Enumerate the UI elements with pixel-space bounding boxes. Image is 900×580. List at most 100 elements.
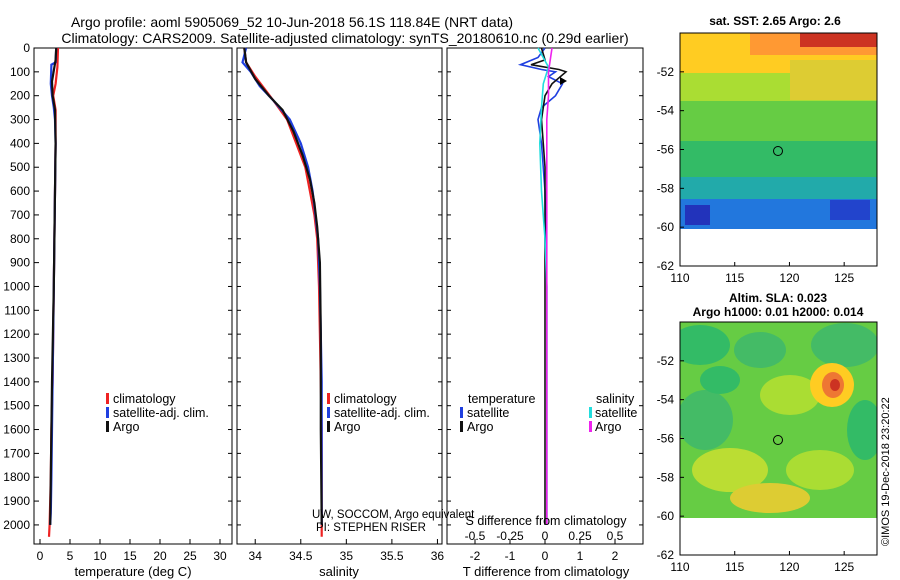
depth-tick-label: 1100 bbox=[4, 303, 30, 317]
map-y-tick-label: -52 bbox=[657, 65, 675, 79]
map-x-tick-label: 125 bbox=[834, 560, 854, 574]
x-tick-label: 10 bbox=[93, 549, 107, 563]
depth-tick-label: 0 bbox=[23, 41, 30, 55]
difference-plot: -2 -1 0 1 2 -0.5 -0.25 0 0.25 0.5 bbox=[447, 47, 643, 563]
figure-title-line1: Argo profile: aoml 5905069_52 10-Jun-201… bbox=[71, 14, 513, 30]
legend-label-t-satellite: satellite bbox=[467, 406, 509, 420]
map-y-tick-label: -60 bbox=[657, 220, 675, 234]
depth-tick-label: 1400 bbox=[3, 375, 30, 389]
map-y-tick-label: -58 bbox=[657, 181, 675, 195]
credit-line-1: UW, SOCCOM, Argo equivalent bbox=[312, 509, 475, 521]
series-line-argo bbox=[243, 47, 323, 525]
series-line-temperature-argo bbox=[530, 47, 568, 525]
map-x-tick-label: 125 bbox=[834, 271, 854, 285]
salinity-axis-label: salinity bbox=[319, 564, 359, 579]
x-tick-label: 2 bbox=[612, 549, 619, 563]
t-difference-axis-label: T difference from climatology bbox=[463, 564, 630, 579]
map-y-tick-label: -58 bbox=[657, 470, 675, 484]
s-tick-label: -0.5 bbox=[465, 529, 486, 543]
depth-tick-label: 1200 bbox=[3, 327, 30, 341]
figure-title-line2: Climatology: CARS2009. Satellite-adjuste… bbox=[61, 30, 628, 46]
legend-label-climatology: climatology bbox=[113, 392, 176, 406]
salinity-legend: climatology satellite-adj. clim. Argo bbox=[327, 392, 430, 434]
depth-tick-label: 200 bbox=[10, 89, 30, 103]
depth-tick-label: 800 bbox=[10, 232, 30, 246]
legend-label-argo: Argo bbox=[334, 420, 360, 434]
depth-tick-label: 700 bbox=[10, 208, 30, 222]
legend-swatch-satellite bbox=[106, 407, 109, 418]
depth-tick-label: 300 bbox=[10, 113, 30, 127]
map-x-tick-label: 110 bbox=[670, 271, 689, 285]
imos-watermark: ©IMOS 19-Dec-2018 23:20:22 bbox=[880, 397, 892, 546]
legend-label-satellite: satellite-adj. clim. bbox=[334, 406, 430, 420]
legend-swatch-t-argo bbox=[460, 421, 463, 432]
sla-map-axes: 110 115 120 125 -52 -54 -56 -58 -60 -62 bbox=[657, 354, 855, 574]
sla-argo-marker bbox=[773, 435, 783, 445]
x-tick-label: 35 bbox=[340, 549, 354, 563]
legend-swatch-t-satellite bbox=[460, 407, 463, 418]
x-tick-label: 25 bbox=[183, 549, 197, 563]
depth-tick-label: 1500 bbox=[3, 399, 30, 413]
depth-tick-label: 2000 bbox=[3, 518, 30, 532]
depth-axis-ticks: 0 100 200 300 400 500 600 700 800 900 1000 1100 1200… bbox=[3, 41, 39, 532]
s-tick-label: 0.25 bbox=[568, 529, 592, 543]
depth-tick-label: 1900 bbox=[3, 494, 30, 508]
legend-swatch-s-argo bbox=[589, 421, 592, 432]
legend-swatch-argo bbox=[106, 421, 109, 432]
map-x-tick-label: 110 bbox=[670, 560, 689, 574]
x-tick-label: 15 bbox=[123, 549, 137, 563]
x-tick-label: -1 bbox=[505, 549, 516, 563]
depth-tick-label: 1000 bbox=[3, 279, 30, 293]
depth-tick-label: 600 bbox=[10, 184, 30, 198]
x-tick-label: 1 bbox=[577, 549, 584, 563]
legend-swatch-climatology bbox=[106, 393, 109, 404]
map-y-tick-label: -62 bbox=[657, 259, 675, 273]
sst-map-axes: 110 115 120 125 -52 -54 -56 -58 -60 -62 bbox=[657, 65, 855, 285]
depth-tick-label: 900 bbox=[10, 256, 30, 270]
x-tick-label: 34.5 bbox=[289, 549, 313, 563]
depth-tick-label: 100 bbox=[10, 65, 30, 79]
series-line-argo bbox=[49, 47, 58, 525]
legend-title-temperature: temperature bbox=[468, 392, 535, 406]
map-y-tick-label: -62 bbox=[657, 548, 675, 562]
temperature-axis-label: temperature (deg C) bbox=[74, 564, 191, 579]
s-difference-axis-label: S difference from climatology bbox=[466, 514, 628, 528]
legend-swatch-argo bbox=[327, 421, 330, 432]
difference-legend: temperature satellite Argo salinity sate… bbox=[460, 392, 637, 434]
map-x-tick-label: 120 bbox=[779, 271, 799, 285]
depth-tick-label: 1300 bbox=[3, 351, 30, 365]
x-tick-label: 0 bbox=[542, 549, 549, 563]
map-y-tick-label: -52 bbox=[657, 354, 675, 368]
s-tick-label: -0.25 bbox=[496, 529, 524, 543]
sst-argo-marker bbox=[773, 146, 783, 156]
x-tick-label: 30 bbox=[213, 549, 227, 563]
sla-map-title: Altim. SLA: 0.023 bbox=[729, 291, 827, 305]
sla-map-subtitle: Argo h1000: 0.01 h2000: 0.014 bbox=[693, 305, 864, 319]
legend-label-t-argo: Argo bbox=[467, 420, 493, 434]
legend-label-argo: Argo bbox=[113, 420, 139, 434]
temperature-plot: 0 5 10 15 20 25 30 bbox=[37, 47, 232, 563]
map-y-tick-label: -54 bbox=[657, 104, 675, 118]
series-line-satellite-adj-clim- bbox=[241, 47, 323, 525]
map-x-tick-label: 115 bbox=[725, 271, 744, 285]
legend-swatch-satellite bbox=[327, 407, 330, 418]
map-y-tick-label: -60 bbox=[657, 509, 675, 523]
x-tick-label: 34 bbox=[249, 549, 263, 563]
depth-tick-label: 500 bbox=[10, 160, 30, 174]
depth-tick-label: 1800 bbox=[3, 470, 30, 484]
map-x-tick-label: 120 bbox=[779, 560, 799, 574]
map-y-tick-label: -56 bbox=[657, 143, 675, 157]
depth-tick-label: 1700 bbox=[3, 446, 30, 460]
sst-map-heatmap bbox=[680, 33, 877, 229]
x-tick-label: -2 bbox=[470, 549, 481, 563]
legend-label-s-argo: Argo bbox=[595, 420, 621, 434]
salinity-plot: 34 34.5 35 35.5 36 bbox=[237, 47, 444, 563]
series-line-salinity-argo bbox=[545, 47, 553, 525]
map-x-tick-label: 115 bbox=[725, 560, 744, 574]
salinity-panel-frame bbox=[236, 47, 443, 545]
credit-line-2: PI: STEPHEN RISER bbox=[316, 522, 426, 534]
legend-label-satellite: satellite-adj. clim. bbox=[113, 406, 209, 420]
temperature-panel-frame bbox=[33, 47, 233, 545]
legend-swatch-s-satellite bbox=[589, 407, 592, 418]
